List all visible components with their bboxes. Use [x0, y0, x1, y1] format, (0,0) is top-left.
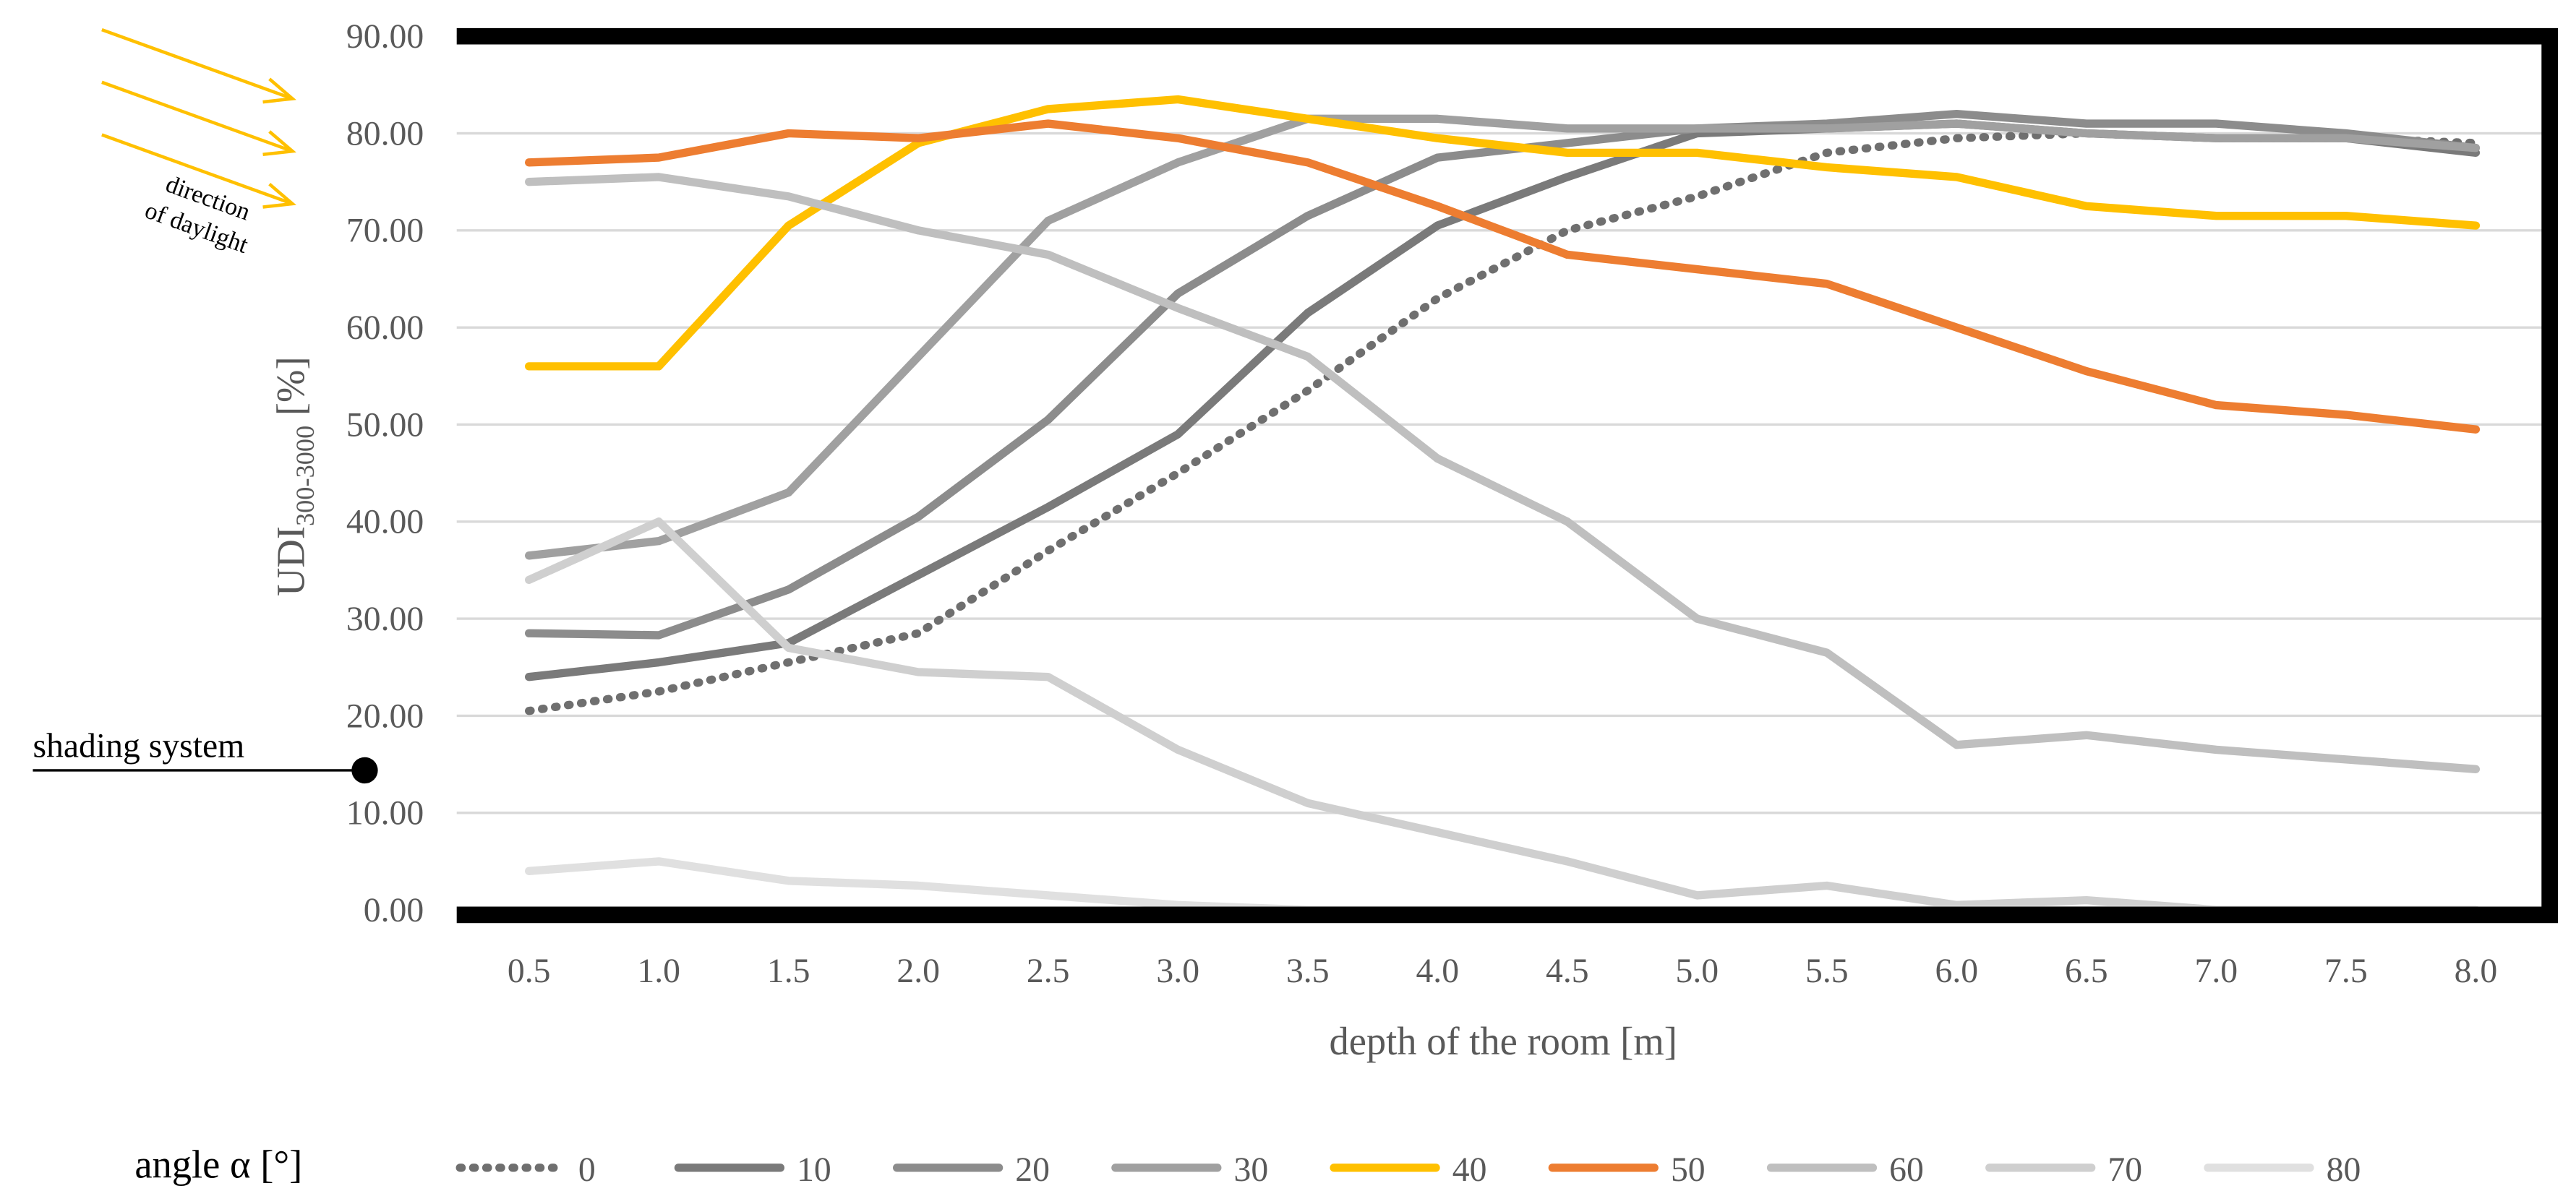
x-tick-label: 3.5: [1286, 952, 1330, 990]
y-tick-label: 80.00: [346, 114, 424, 152]
series-line: [525, 173, 2481, 773]
shading-dot: [351, 757, 378, 784]
x-tick-label: 2.5: [1027, 952, 1070, 990]
series-line: [525, 857, 2481, 914]
x-tick-label: 1.5: [767, 952, 810, 990]
y-tick-label: 40.00: [346, 503, 424, 541]
series-line: [525, 517, 2481, 914]
x-tick-label: 4.0: [1416, 952, 1459, 990]
x-tick-label: 0.5: [508, 952, 551, 990]
y-tick-label: 0.00: [364, 891, 424, 929]
y-label-sub: 300-3000: [291, 426, 320, 526]
x-tick-label: 7.0: [2195, 952, 2238, 990]
x-tick-label: 6.0: [1935, 952, 1979, 990]
legend-label: 50: [1671, 1151, 1706, 1189]
y-tick-label: 70.00: [346, 212, 424, 250]
legend-label: 30: [1234, 1151, 1269, 1189]
x-tick-label: 2.0: [897, 952, 940, 990]
y-tick-label: 20.00: [346, 697, 424, 735]
legend-label: 0: [578, 1151, 596, 1189]
series-line: [525, 95, 2481, 371]
legend-label: 40: [1452, 1151, 1487, 1189]
x-tick-label: 8.0: [2455, 952, 2498, 990]
frame: [456, 27, 2559, 924]
legend-label: 60: [1889, 1151, 1924, 1189]
y-tick-label: 90.00: [346, 17, 424, 56]
x-tick-label: 5.0: [1675, 952, 1719, 990]
legend-label: 20: [1015, 1151, 1050, 1189]
y-label: UDI: [268, 526, 312, 596]
plot: [525, 95, 2481, 914]
y-axis-title: UDI300-3000 [%]: [268, 356, 320, 596]
series-line: [525, 114, 2481, 560]
legend: 0 10 20 30 40 50 60 70 80: [455, 1151, 2361, 1189]
legend-label: 70: [2108, 1151, 2142, 1189]
x-tick-label: 5.5: [1805, 952, 1849, 990]
y-tick-label: 50.00: [346, 405, 424, 444]
series-line: [525, 119, 2481, 434]
y-label-unit: [%]: [268, 356, 312, 416]
annotation: shading system: [33, 727, 244, 765]
x-tick-label: 7.5: [2324, 952, 2368, 990]
x-axis-title: depth of the room [m]: [1329, 1019, 1677, 1063]
x-tick-label: 4.5: [1546, 952, 1589, 990]
daylight-arrows: [101, 27, 296, 209]
x-tick-label: 1.0: [637, 952, 680, 990]
x-tick-label: 6.5: [2065, 952, 2108, 990]
y-tick-label: 10.00: [346, 794, 424, 833]
grid: [456, 35, 2547, 911]
series-line: [525, 109, 2481, 640]
legend-label: 80: [2327, 1151, 2361, 1189]
y-tick-label: 30.00: [346, 600, 424, 638]
y-tick-label: 60.00: [346, 309, 424, 347]
legend-title: angle α [°]: [134, 1142, 302, 1186]
legend-label: 10: [797, 1151, 831, 1189]
x-tick-label: 3.0: [1156, 952, 1199, 990]
